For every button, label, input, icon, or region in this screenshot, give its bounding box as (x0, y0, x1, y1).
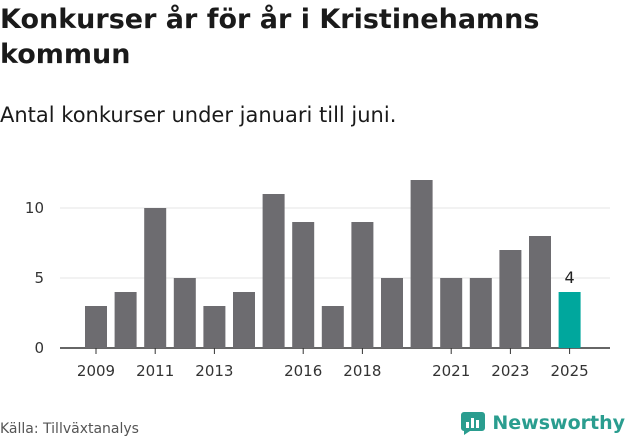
y-tick-label: 0 (34, 339, 44, 357)
brand-name: Newsworthy (492, 412, 625, 434)
x-tick-label: 2018 (343, 362, 381, 380)
y-axis-ticks: 0 5 10 (25, 199, 44, 357)
data-labels: 4 (565, 268, 575, 287)
y-tick-label: 10 (25, 199, 44, 217)
brand-logo: Newsworthy (460, 407, 625, 439)
y-tick-label: 5 (34, 269, 44, 287)
bars (85, 180, 581, 348)
bar-2017 (321, 306, 344, 348)
bar-2024 (529, 236, 551, 348)
newsworthy-logo-icon (461, 412, 486, 435)
bar-2023 (499, 250, 522, 348)
bar-2019 (381, 278, 403, 348)
x-axis-ticks: 2009 2011 2013 2016 2018 2021 2023 2025 (77, 348, 589, 380)
x-tick-label: 2025 (551, 362, 589, 380)
x-tick-label: 2023 (491, 362, 529, 380)
bar-2022 (469, 278, 492, 348)
chart-subtitle: Antal konkurser under januari till juni. (0, 103, 397, 127)
bar-2013 (203, 306, 226, 348)
chart-title: Konkurser år för år i Kristinehamns komm… (0, 4, 540, 70)
bar-2009 (85, 306, 107, 348)
data-label-2025: 4 (565, 268, 575, 287)
bar-2018 (351, 222, 374, 348)
x-tick-label: 2009 (77, 362, 115, 380)
source-note: Källa: Tillväxtanalys (0, 421, 139, 437)
x-tick-label: 2016 (284, 362, 322, 380)
bar-chart: 0 5 10 2009 2011 2013 2016 2018 2021 2023 2025 4 (25, 180, 610, 380)
x-tick-label: 2011 (136, 362, 174, 380)
bar-2021 (440, 278, 463, 348)
bar-2011 (144, 208, 167, 348)
x-tick-label: 2021 (432, 362, 470, 380)
bar-2020 (410, 180, 433, 348)
bar-2010 (114, 292, 137, 348)
bar-2015 (262, 194, 285, 348)
bar-2012 (173, 278, 196, 348)
bar-2016 (292, 222, 315, 348)
bar-2014 (233, 292, 255, 348)
bar-2025 (558, 292, 581, 348)
x-tick-label: 2013 (195, 362, 233, 380)
